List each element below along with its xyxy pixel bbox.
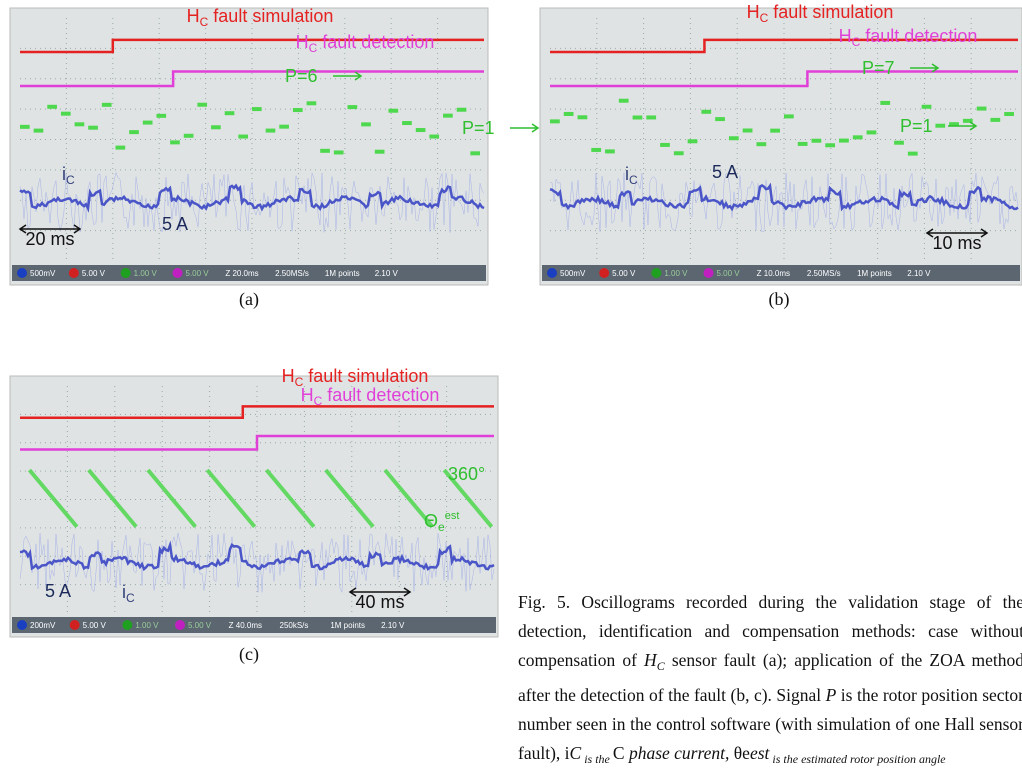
status-text: 5.00 V — [188, 621, 212, 630]
caption-text: phase current, — [625, 743, 734, 763]
status-text: 2.10 V — [375, 269, 399, 278]
annotation: 360° — [448, 464, 485, 484]
annotation-part: H — [301, 385, 314, 405]
panel-label: (b) — [769, 289, 790, 310]
status-text: 250kS/s — [280, 621, 309, 630]
channel-badge — [70, 620, 80, 630]
status-text: 2.50MS/s — [275, 269, 309, 278]
channel-badge — [121, 268, 131, 278]
channel-badge — [17, 268, 27, 278]
caption-text: H — [644, 650, 657, 670]
caption-text: is the — [581, 752, 613, 766]
channel-badge — [122, 620, 132, 630]
page: 500mV 5.00 V 1.00 V 5.00 V Z 20.0ms 2.50MS/s 1… — [0, 0, 1022, 672]
annotation-part: H — [296, 32, 309, 52]
status-text: 2.10 V — [381, 621, 405, 630]
channel-badge — [599, 268, 609, 278]
annotation: HC fault detection — [839, 26, 978, 49]
annotation-part: C — [66, 173, 75, 187]
status-text: 5.00 V — [612, 269, 636, 278]
annotation-part: fault detection — [322, 385, 439, 405]
annotation: 10 ms — [932, 233, 981, 253]
status-text: 200mV — [30, 621, 56, 630]
status-text: 500mV — [30, 269, 56, 278]
pointer-arrow — [510, 124, 538, 132]
annotation-part: H — [839, 26, 852, 46]
status-text: 1M points — [857, 269, 892, 278]
status-text: 5.00 V — [83, 621, 107, 630]
annotation-part: fault detection — [860, 26, 977, 46]
annotation-part: C — [760, 11, 769, 25]
status-text: 1.00 V — [135, 621, 159, 630]
status-text: 2.10 V — [907, 269, 931, 278]
status-text: Z 20.0ms — [225, 269, 258, 278]
annotation: HC fault simulation — [187, 6, 334, 29]
figure: 500mV 5.00 V 1.00 V 5.00 V Z 20.0ms 2.50MS/s 1… — [0, 0, 1022, 672]
caption-text: is the estimated rotor position angle — [769, 752, 945, 766]
status-text: 1M points — [325, 269, 360, 278]
annotation: 5 A — [162, 214, 188, 234]
caption-text: C — [613, 743, 625, 763]
annotation-part: fault simulation — [768, 2, 893, 22]
annotation: 5 A — [45, 581, 71, 601]
annotation-part: C — [852, 35, 861, 49]
oscillogram: 500mV 5.00 V 1.00 V 5.00 V Z 10.0ms 2.50MS/s 1… — [540, 2, 1022, 285]
annotation-part: est — [445, 510, 460, 522]
oscillogram: 500mV 5.00 V 1.00 V 5.00 V Z 20.0ms 2.50MS/s 1… — [10, 6, 538, 285]
annotation-part: C — [309, 41, 318, 55]
status-text: 5.00 V — [186, 269, 210, 278]
status-text: 1M points — [330, 621, 365, 630]
channel-badge — [547, 268, 557, 278]
status-text: 2.50MS/s — [807, 269, 841, 278]
channel-badge — [173, 268, 183, 278]
status-text: 500mV — [560, 269, 586, 278]
annotation: P=6 — [285, 66, 318, 86]
annotation-part: C — [200, 15, 209, 29]
scope-screen — [10, 376, 498, 637]
annotation: P=1 — [462, 118, 495, 138]
annotation-part: fault simulation — [303, 366, 428, 386]
annotation: P=7 — [862, 58, 895, 78]
caption-text: C — [570, 743, 582, 763]
annotation: 20 ms — [25, 229, 74, 249]
annotation-part: H — [282, 366, 295, 386]
annotation-part: C — [629, 173, 638, 187]
annotation-part: H — [187, 6, 200, 26]
panel-label: (c) — [239, 644, 259, 665]
status-text: 1.00 V — [134, 269, 158, 278]
annotation: HC fault detection — [296, 32, 435, 55]
status-text: 5.00 V — [717, 269, 741, 278]
oscillogram: 200mV 5.00 V 1.00 V 5.00 V Z 40.0ms 250kS/s 1M… — [10, 366, 498, 637]
status-text: Z 10.0ms — [757, 269, 790, 278]
channel-badge — [17, 620, 27, 630]
caption-text: P — [826, 685, 837, 705]
panel-label: (a) — [239, 289, 259, 310]
status-text: Z 40.0ms — [229, 621, 262, 630]
annotation-part: C — [314, 394, 323, 408]
caption-text: e — [742, 743, 750, 763]
status-text: 1.00 V — [664, 269, 688, 278]
caption-text: est — [750, 743, 769, 763]
annotation-part: C — [126, 591, 135, 605]
channel-badge — [69, 268, 79, 278]
caption-text: θ — [734, 743, 742, 763]
caption-text: C — [657, 659, 665, 673]
channel-badge — [175, 620, 185, 630]
channel-badge — [651, 268, 661, 278]
annotation-part: H — [747, 2, 760, 22]
annotation-part: fault detection — [317, 32, 434, 52]
annotation: 5 A — [712, 162, 738, 182]
annotation: P=1 — [900, 116, 933, 136]
status-text: 5.00 V — [82, 269, 106, 278]
annotation-part: Θ — [424, 511, 438, 531]
annotation: HC fault detection — [301, 385, 440, 408]
annotation-part: e — [438, 520, 445, 534]
channel-badge — [704, 268, 714, 278]
figure-caption: Fig. 5. Oscillograms recorded during the… — [518, 588, 1022, 774]
annotation: HC fault simulation — [747, 2, 894, 25]
annotation: 40 ms — [355, 592, 404, 612]
annotation-part: fault simulation — [208, 6, 333, 26]
